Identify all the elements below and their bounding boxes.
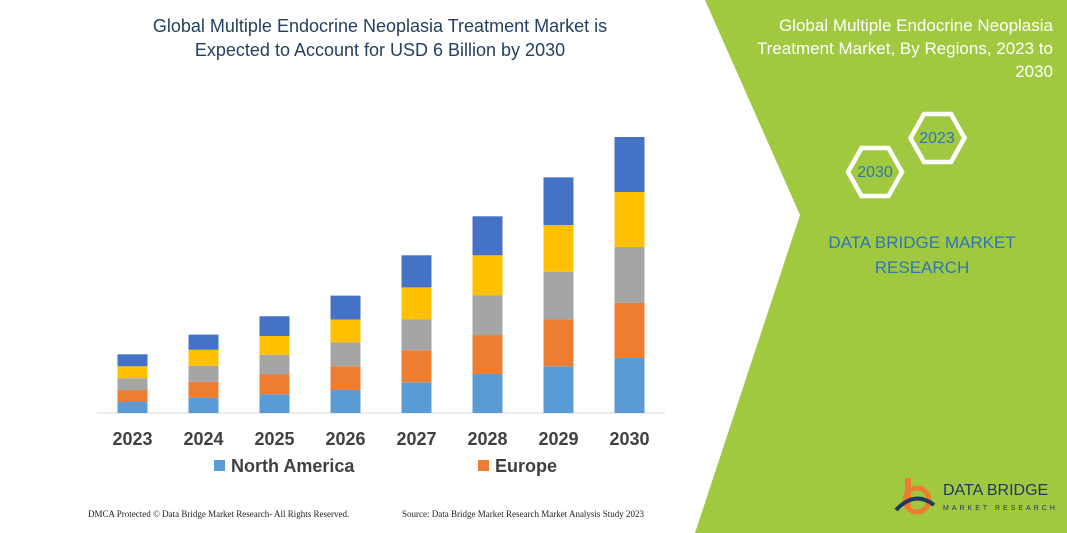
footer-right: Source: Data Bridge Market Research Mark… — [402, 509, 644, 519]
bar-segment — [472, 335, 503, 375]
bar-segment — [543, 177, 574, 226]
bar-segment — [472, 374, 503, 413]
bar-segment — [330, 390, 361, 413]
bar-segment — [330, 342, 361, 367]
bar-segment — [543, 271, 574, 320]
bar-segment — [117, 366, 148, 379]
bar-segment — [259, 335, 290, 355]
bar-segment — [330, 319, 361, 343]
bar-segment — [330, 366, 361, 391]
bar-segment — [117, 378, 148, 391]
bar-segment — [259, 394, 290, 413]
logo-name: DATA BRIDGE — [943, 482, 1048, 499]
logo-icon — [894, 478, 936, 515]
brand: DATA BRIDGE MARKET RESEARCH — [828, 233, 1016, 277]
bar-segment — [543, 319, 574, 367]
x-tick-label: 2030 — [609, 429, 649, 449]
bar-segment — [472, 255, 503, 296]
bar-segment — [614, 192, 645, 248]
bar-segment — [117, 401, 148, 413]
side-background — [695, 0, 1067, 533]
bar-segment — [188, 381, 219, 398]
bar-segment — [117, 390, 148, 402]
bar-segment — [188, 397, 219, 413]
legend-label: North America — [231, 456, 355, 476]
bar-segment — [188, 349, 219, 366]
x-tick-label: 2029 — [538, 429, 578, 449]
hexagon-label: 2023 — [919, 130, 955, 147]
bar-segment — [401, 255, 432, 288]
x-tick-label: 2027 — [396, 429, 436, 449]
hexagon-label: 2030 — [857, 164, 893, 181]
x-tick-label: 2023 — [112, 429, 152, 449]
x-tick-label: 2028 — [467, 429, 507, 449]
x-tick-label: 2026 — [325, 429, 365, 449]
bar-segment — [259, 316, 290, 336]
bar-segment — [401, 382, 432, 413]
legend-swatch — [214, 460, 225, 471]
side-title: Global Multiple Endocrine Neoplasia Trea… — [756, 16, 1053, 81]
bar-segment — [543, 366, 574, 413]
x-tick-label: 2024 — [183, 429, 223, 449]
legend-label: Europe — [495, 456, 557, 476]
bar-segment — [472, 295, 503, 336]
bar-segment — [614, 357, 645, 413]
x-tick-label: 2025 — [254, 429, 294, 449]
bar-segment — [614, 137, 645, 193]
logo-tagline: MARKET RESEARCH — [943, 505, 1058, 512]
bar-segment — [330, 295, 361, 320]
bar-segment — [401, 350, 432, 383]
bar-segment — [614, 247, 645, 303]
bar-segment — [259, 354, 290, 375]
bar-segment — [401, 287, 432, 320]
bar-segment — [614, 302, 645, 358]
hexagon — [845, 145, 905, 199]
bar-segment — [188, 365, 219, 382]
legend-swatch — [478, 460, 489, 471]
bar-segment — [117, 354, 148, 367]
bar-segment — [401, 319, 432, 351]
chart-title: Global Multiple Endocrine Neoplasia Trea… — [152, 16, 608, 60]
footer-left: DMCA Protected © Data Bridge Market Rese… — [88, 509, 350, 519]
bar-segment — [188, 334, 219, 350]
bar-segment — [472, 216, 503, 256]
bar-segment — [259, 374, 290, 395]
bar-segment — [543, 225, 574, 272]
hexagon — [907, 111, 968, 165]
